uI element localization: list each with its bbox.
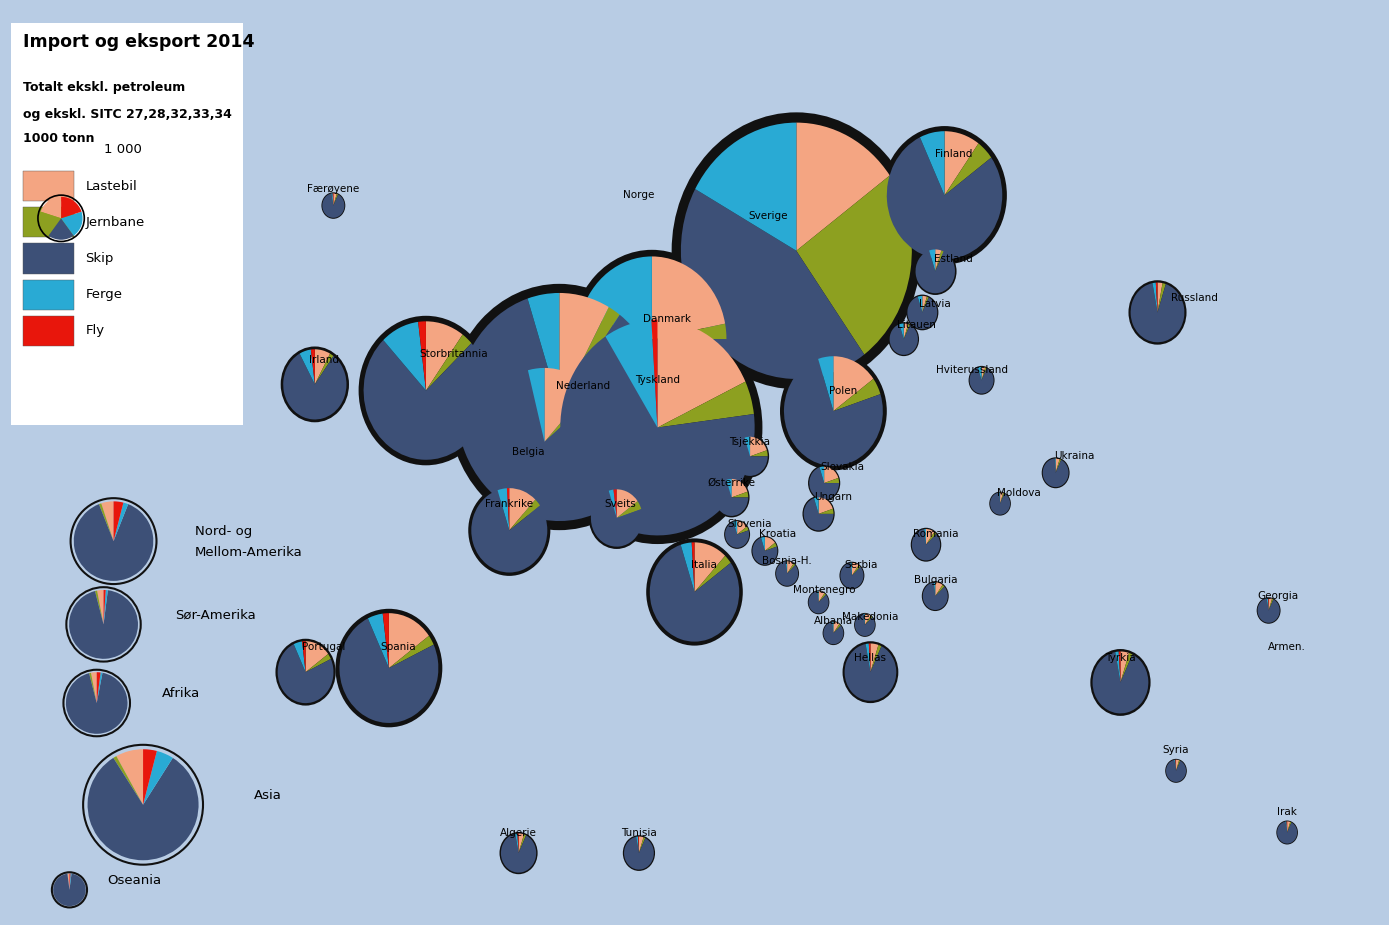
Wedge shape <box>651 320 657 427</box>
Wedge shape <box>49 218 74 240</box>
Text: Sverige: Sverige <box>749 211 789 221</box>
Circle shape <box>1165 758 1186 783</box>
Wedge shape <box>497 488 510 530</box>
Wedge shape <box>1121 651 1129 683</box>
Wedge shape <box>935 251 943 271</box>
Wedge shape <box>418 321 426 390</box>
Circle shape <box>731 435 770 477</box>
Circle shape <box>449 284 671 530</box>
Wedge shape <box>97 590 104 624</box>
FancyBboxPatch shape <box>22 207 74 238</box>
Wedge shape <box>750 450 768 456</box>
Wedge shape <box>544 388 596 442</box>
Wedge shape <box>1043 459 1068 487</box>
Text: Irland: Irland <box>310 354 339 364</box>
Wedge shape <box>725 522 749 548</box>
FancyBboxPatch shape <box>22 171 74 201</box>
Wedge shape <box>1056 459 1060 473</box>
Wedge shape <box>1257 598 1279 623</box>
Circle shape <box>889 322 920 356</box>
Circle shape <box>989 491 1011 515</box>
Wedge shape <box>283 353 346 420</box>
Wedge shape <box>918 296 922 313</box>
Wedge shape <box>1268 598 1274 610</box>
Wedge shape <box>368 613 389 668</box>
Wedge shape <box>922 583 947 610</box>
Wedge shape <box>650 545 739 642</box>
Text: Oseania: Oseania <box>107 874 161 887</box>
Wedge shape <box>900 324 904 339</box>
Wedge shape <box>935 582 943 596</box>
Text: Ferge: Ferge <box>85 289 122 302</box>
Wedge shape <box>639 837 646 853</box>
Wedge shape <box>53 874 86 906</box>
Circle shape <box>724 520 750 549</box>
Wedge shape <box>1000 493 1004 503</box>
Text: Nederland: Nederland <box>557 381 610 391</box>
Wedge shape <box>97 672 103 703</box>
Wedge shape <box>904 325 910 339</box>
Circle shape <box>97 129 125 159</box>
Circle shape <box>808 465 840 501</box>
Circle shape <box>275 639 336 706</box>
Circle shape <box>571 250 732 428</box>
Wedge shape <box>1157 283 1163 313</box>
Wedge shape <box>804 499 833 530</box>
Wedge shape <box>920 131 945 195</box>
FancyBboxPatch shape <box>22 243 74 274</box>
FancyBboxPatch shape <box>22 315 74 346</box>
Text: Algerie: Algerie <box>500 828 538 837</box>
Wedge shape <box>889 325 918 355</box>
Wedge shape <box>1056 459 1061 473</box>
Text: 1 000: 1 000 <box>104 143 142 156</box>
Wedge shape <box>1131 283 1185 342</box>
Wedge shape <box>560 337 754 536</box>
Wedge shape <box>1165 760 1186 782</box>
Circle shape <box>1128 280 1186 345</box>
Wedge shape <box>818 498 833 514</box>
Wedge shape <box>293 641 306 672</box>
Circle shape <box>500 832 538 874</box>
Wedge shape <box>788 561 793 574</box>
Text: Moldova: Moldova <box>997 488 1040 499</box>
Text: Tyrkia: Tyrkia <box>1106 653 1136 663</box>
Circle shape <box>646 538 743 646</box>
Wedge shape <box>945 143 992 195</box>
Wedge shape <box>339 619 439 723</box>
Text: Mellom-Amerika: Mellom-Amerika <box>194 546 303 559</box>
Text: Lastebil: Lastebil <box>85 179 138 192</box>
Wedge shape <box>651 256 725 339</box>
Wedge shape <box>578 314 726 422</box>
Text: Polen: Polen <box>828 386 857 396</box>
Circle shape <box>781 352 886 471</box>
Text: Tsjekkia: Tsjekkia <box>729 437 771 447</box>
Circle shape <box>468 485 550 576</box>
FancyBboxPatch shape <box>7 15 247 434</box>
Wedge shape <box>143 751 172 805</box>
Wedge shape <box>617 501 642 518</box>
Wedge shape <box>311 350 315 385</box>
Wedge shape <box>1176 760 1181 771</box>
Text: Danmark: Danmark <box>643 314 690 324</box>
Wedge shape <box>90 672 97 703</box>
Text: Albania: Albania <box>814 616 853 626</box>
Wedge shape <box>1276 821 1297 844</box>
Wedge shape <box>114 756 143 805</box>
Wedge shape <box>111 130 113 144</box>
Text: Nord- og: Nord- og <box>194 525 253 538</box>
Wedge shape <box>814 498 818 514</box>
Wedge shape <box>761 537 765 551</box>
Wedge shape <box>104 590 108 624</box>
Wedge shape <box>383 322 426 390</box>
Wedge shape <box>783 359 883 466</box>
Wedge shape <box>528 293 560 407</box>
Text: Spania: Spania <box>381 643 415 652</box>
Wedge shape <box>1288 821 1290 832</box>
Wedge shape <box>1268 598 1272 610</box>
Wedge shape <box>1153 283 1157 313</box>
Wedge shape <box>732 492 749 498</box>
Text: Portugal: Portugal <box>303 643 346 652</box>
Circle shape <box>906 294 939 330</box>
Wedge shape <box>88 758 199 860</box>
